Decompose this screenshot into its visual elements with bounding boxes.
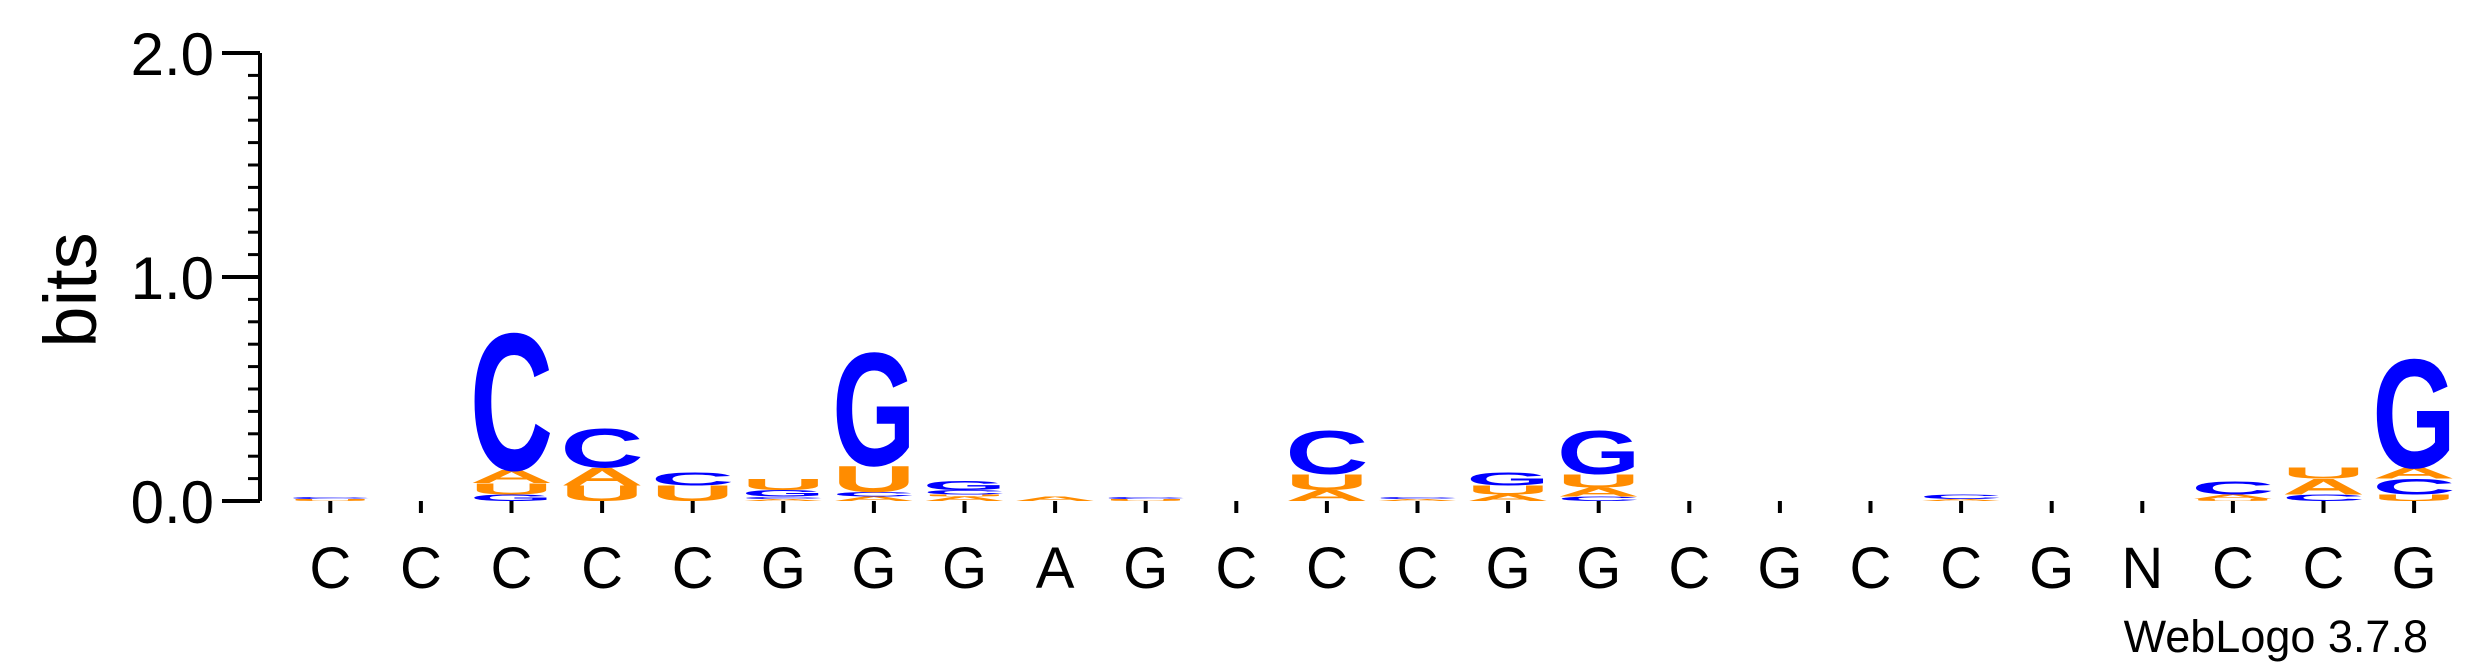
logo-letter-g: G xyxy=(832,320,915,500)
logo-letter-c: C xyxy=(2282,493,2365,503)
x-tick-label: G xyxy=(1486,536,1531,601)
x-tick-label: C xyxy=(1306,536,1348,601)
logo-letter-u: U xyxy=(1285,470,1368,494)
x-tick-label: A xyxy=(1036,536,1075,601)
logo-letter-c: C xyxy=(2372,475,2455,499)
logo-letter-g: G xyxy=(1466,469,1549,490)
logo-letter-c: C xyxy=(1919,493,2002,500)
logo-letter-a: A xyxy=(2191,493,2274,500)
weblogo-credit: WebLogo 3.7.8 xyxy=(2124,611,2428,662)
x-tick-label: C xyxy=(1397,536,1439,601)
logo-letter-u: U xyxy=(832,459,915,501)
logo-letter-c: C xyxy=(1104,496,1187,499)
x-tick-label: C xyxy=(1215,536,1257,601)
x-tick-label: G xyxy=(2029,536,2074,601)
logo-letter-a: A xyxy=(1466,493,1549,503)
logo-letter-u: U xyxy=(470,480,553,497)
logo-letter-u: U xyxy=(742,476,825,493)
x-tick-label: G xyxy=(1576,536,1621,601)
logo-letter-c: C xyxy=(832,491,915,498)
logo-letter-c: C xyxy=(651,468,734,489)
x-tick-label: C xyxy=(309,536,351,601)
x-tick-label: G xyxy=(851,536,896,601)
logo-letter-c: C xyxy=(1557,495,1640,502)
logo-letter-a: A xyxy=(560,463,643,491)
logo-letter-c: C xyxy=(560,417,643,479)
logo-letter-a: A xyxy=(1557,485,1640,499)
logo-letter-g: G xyxy=(1557,418,1640,488)
logo-letter-u: U xyxy=(1557,471,1640,492)
x-tick-label: C xyxy=(2212,536,2254,601)
x-tick-label: C xyxy=(1668,536,1710,601)
logo-letter-u: U xyxy=(923,494,1006,497)
logo-letter-c: C xyxy=(1285,418,1368,488)
x-tick-label: C xyxy=(1940,536,1982,601)
x-tick-label: C xyxy=(2303,536,2345,601)
y-tick-label: 2.0 xyxy=(131,21,214,88)
logo-letter-g: G xyxy=(923,479,1006,493)
logo-letter-c: C xyxy=(289,496,372,499)
x-tick-label: C xyxy=(672,536,714,601)
logo-letter-a: A xyxy=(470,466,553,487)
y-tick-label: 0.0 xyxy=(131,469,214,536)
logo-letter-u: U xyxy=(1104,498,1187,501)
x-tick-label: N xyxy=(2121,536,2163,601)
x-tick-label: G xyxy=(1757,536,1802,601)
logo-letter-u: U xyxy=(2372,493,2455,503)
logo-letter-c: C xyxy=(923,489,1006,496)
x-tick-label: C xyxy=(491,536,533,601)
x-tick-label: G xyxy=(1123,536,1168,601)
logo-letter-a: A xyxy=(742,498,825,501)
logo-letter-u: U xyxy=(289,498,372,501)
x-tick-label: C xyxy=(1850,536,1892,601)
logo-letter-g: G xyxy=(470,493,553,503)
logo-letter-a: A xyxy=(2372,465,2455,482)
logo-letter-u: U xyxy=(2282,465,2365,482)
x-tick-label: C xyxy=(581,536,623,601)
logo-letter-a: A xyxy=(923,495,1006,502)
x-tick-label: C xyxy=(400,536,442,601)
logo-letter-c: C xyxy=(742,496,825,499)
logo-letter-c: C xyxy=(2191,477,2274,498)
logo-letter-a: A xyxy=(1013,495,1096,502)
logo-letter-u: U xyxy=(2191,498,2274,501)
logo-letter-a: A xyxy=(1285,487,1368,504)
logo-letter-u: U xyxy=(1466,483,1549,497)
logo-letter-a: A xyxy=(1376,498,1459,501)
y-axis: 0.0 1.0 2.0 xyxy=(131,21,262,536)
y-axis-label: bits xyxy=(29,232,112,347)
logo-letter-a: A xyxy=(2282,475,2365,499)
logo-letter-g: G xyxy=(742,488,825,498)
logo-letter-a: A xyxy=(832,495,915,502)
logo-letter-a: A xyxy=(1919,498,2002,501)
y-tick-label: 1.0 xyxy=(131,245,214,312)
logo-letter-c: C xyxy=(470,293,553,512)
x-tick-label: G xyxy=(942,536,987,601)
x-tick-label: G xyxy=(761,536,806,601)
logo-letter-g: G xyxy=(2372,328,2455,502)
x-tick-label: G xyxy=(2392,536,2437,601)
logo-letter-c: C xyxy=(1376,496,1459,499)
